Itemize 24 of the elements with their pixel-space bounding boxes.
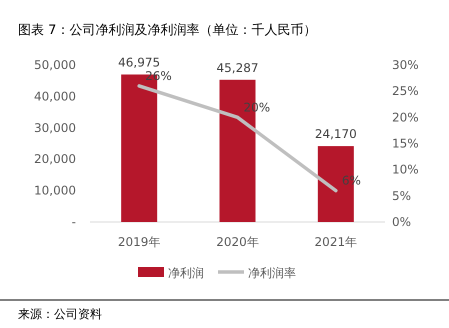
chart-title: 图表 7：公司净利润及净利润率（单位：千人民币） [18,22,316,38]
x-tick-label: 2021年 [314,235,358,249]
y-tick-label: 10,000 [34,184,76,198]
x-tick-label: 2019年 [118,235,160,249]
y2-tick-label: 25% [392,84,419,98]
data-label: 26% [145,68,172,83]
source-note: 来源：公司资料 [18,307,102,321]
y2-tick-label: 20% [392,110,419,124]
legend-label: 净利润率 [248,266,296,280]
y2-tick-label: 30% [392,58,419,72]
data-label: 46,975 [118,56,160,70]
y2-tick-label: 0% [392,215,412,229]
data-label: 45,287 [216,60,258,75]
data-label: 24,170 [314,127,357,142]
y-tick-label: 40,000 [34,89,76,104]
y2-tick-label: 15% [392,136,419,150]
y-tick-label: - [72,215,76,229]
y-tick-label: 50,000 [34,58,76,72]
legend-label: 净利润 [168,266,204,280]
y-tick-label: 20,000 [34,152,76,166]
x-tick-label: 2020年 [216,235,259,249]
y-tick-label: 30,000 [34,120,76,135]
y2-tick-label: 5% [392,188,412,203]
y2-tick-label: 10% [392,162,419,177]
